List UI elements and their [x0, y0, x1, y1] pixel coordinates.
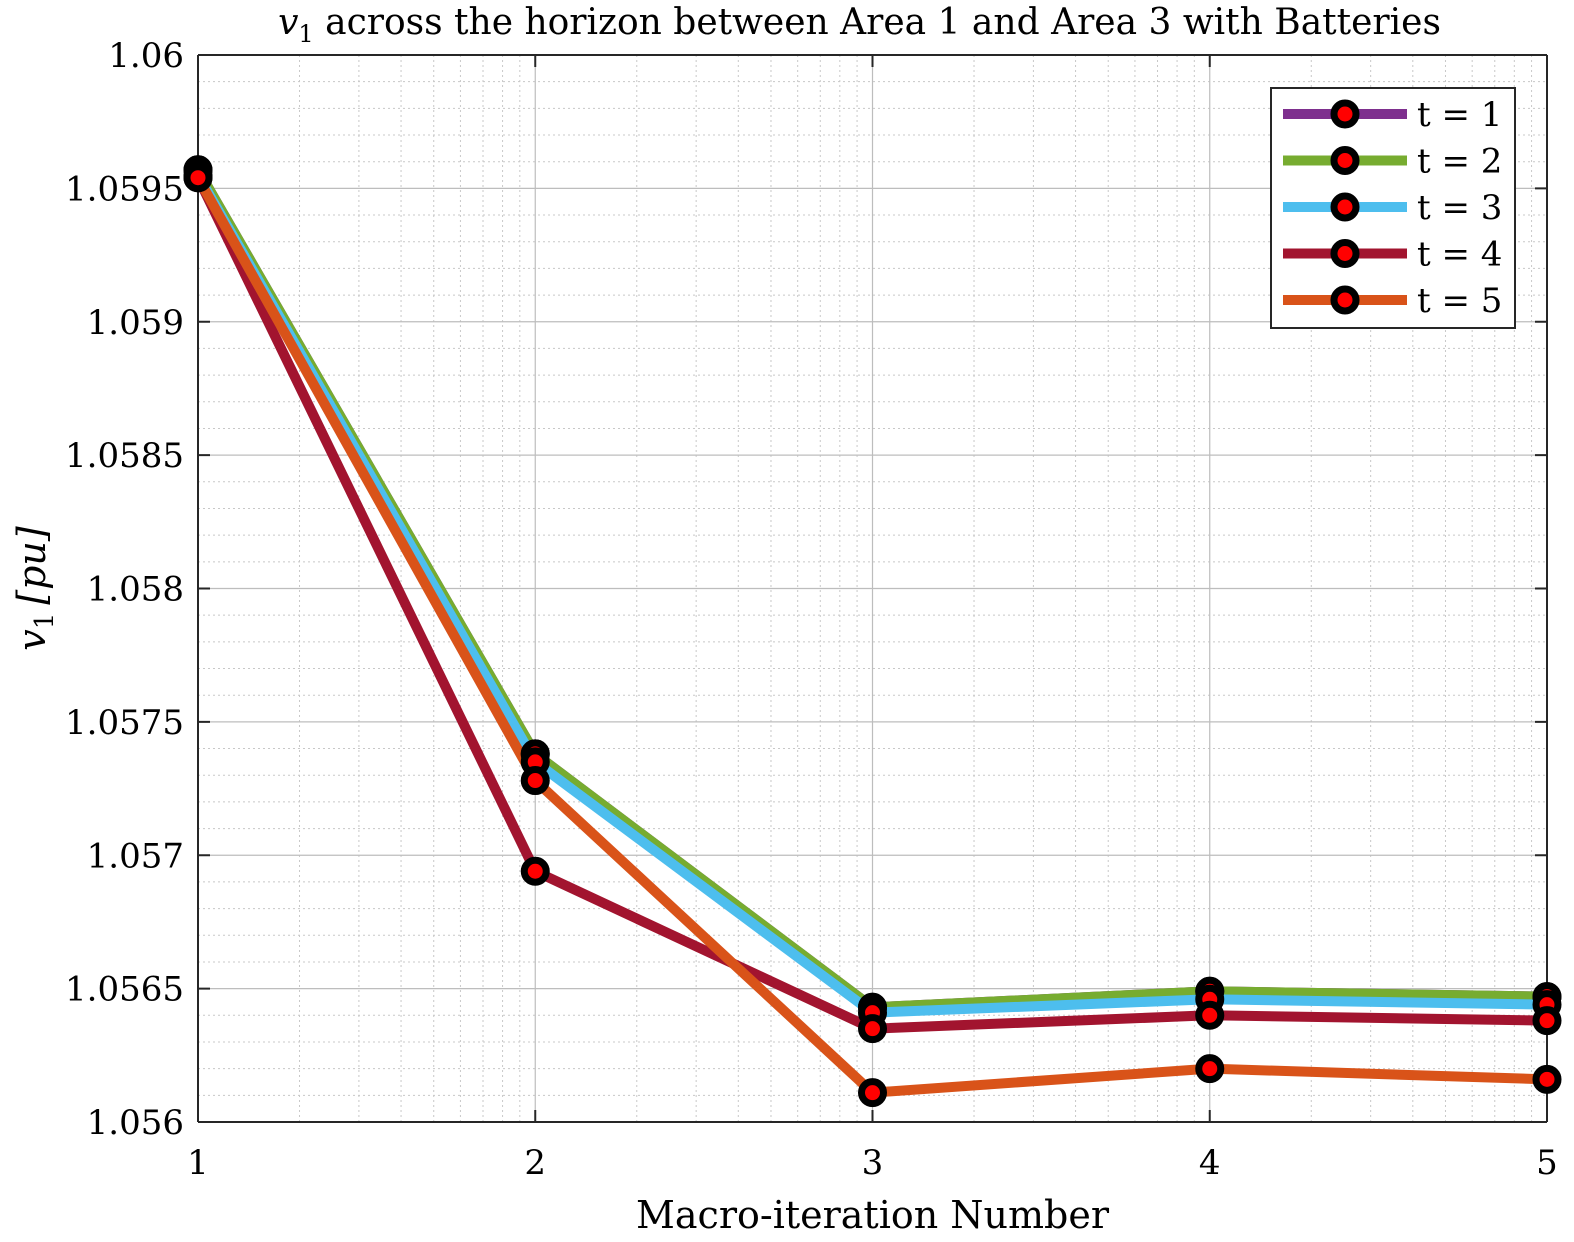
series-layer — [183, 155, 1562, 1108]
data-point — [520, 766, 550, 796]
x-tick-label: 1 — [187, 1143, 209, 1183]
legend-marker — [1330, 146, 1360, 175]
legend-marker — [1330, 239, 1360, 268]
legend-item: t = 1 — [1283, 95, 1502, 135]
legend-marker — [1330, 285, 1360, 315]
legend-item: t = 2 — [1283, 142, 1502, 182]
data-point — [1195, 1054, 1225, 1084]
y-tick-label: 1.057 — [87, 836, 184, 876]
series-markers-5 — [183, 163, 1562, 1108]
legend-label: t = 5 — [1417, 281, 1502, 321]
data-point — [1195, 1000, 1225, 1030]
title-variable: v — [278, 2, 298, 43]
ylabel-variable: v — [10, 629, 54, 651]
y-tick-label: 1.059 — [87, 303, 184, 343]
ylabel-subscript: 1 — [30, 613, 60, 630]
data-point — [858, 1014, 887, 1044]
legend-label: t = 4 — [1417, 235, 1502, 275]
title-rest: across the horizon between Area 1 and Ar… — [314, 2, 1441, 43]
y-tick-label: 1.0565 — [65, 970, 184, 1010]
y-tick-label: 1.06 — [108, 36, 184, 76]
x-tick-label: 3 — [862, 1143, 884, 1183]
y-tick-label: 1.056 — [87, 1103, 184, 1143]
y-tick-label: 1.0585 — [65, 436, 184, 476]
chart-title: v1 across the horizon between Area 1 and… — [278, 2, 1441, 48]
data-point — [1532, 1064, 1562, 1094]
legend-marker — [1330, 192, 1360, 222]
data-point — [520, 856, 550, 886]
y-axis-label: v1 [pu] — [10, 526, 60, 651]
legend-marker — [1330, 99, 1360, 129]
x-tick-label: 5 — [1536, 1143, 1558, 1183]
legend-item: t = 3 — [1283, 188, 1502, 228]
data-point — [1532, 1006, 1562, 1036]
legend-item: t = 5 — [1283, 281, 1502, 321]
y-tick-label: 1.0595 — [65, 169, 184, 209]
legend: t = 1 t = 2 t = 3 t = 4 t = 5 — [1270, 87, 1516, 329]
ylabel-unit: [pu] — [10, 526, 54, 605]
data-point — [858, 1078, 887, 1108]
legend-label: t = 1 — [1417, 95, 1502, 135]
data-point — [183, 163, 213, 193]
legend-item: t = 4 — [1283, 235, 1502, 275]
x-axis-label: Macro-iteration Number — [636, 1193, 1110, 1237]
legend-label: t = 3 — [1417, 188, 1502, 228]
axes — [197, 54, 1548, 1123]
y-tick-label: 1.0575 — [65, 703, 184, 743]
title-subscript: 1 — [298, 20, 313, 48]
x-tick-label: 4 — [1199, 1143, 1221, 1183]
labels: 1 2 3 4 5 1.056 1.0565 1.057 1.0575 1.058 1.0585 1.… — [10, 2, 1558, 1237]
x-tick-label: 2 — [524, 1143, 546, 1183]
y-tick-label: 1.058 — [87, 570, 184, 610]
legend-label: t = 2 — [1417, 142, 1502, 182]
